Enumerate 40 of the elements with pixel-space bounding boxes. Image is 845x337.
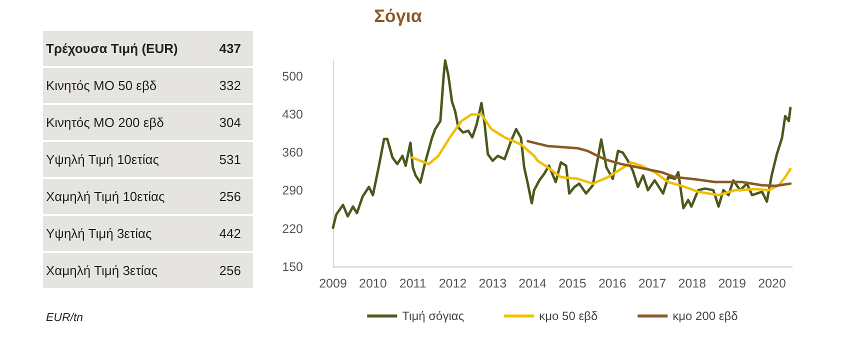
legend-label: Τιμή σόγιας [402, 309, 464, 323]
x-tick-label: 2010 [359, 276, 387, 290]
category-label: Κινητός ΜΟ 50 εβδ [46, 78, 157, 93]
x-tick-label: 2020 [758, 276, 786, 290]
category-label: Τρέχουσα Τιμή (EUR) [46, 41, 178, 56]
y-tick-label: 150 [282, 260, 304, 274]
x-tick-label: 2016 [598, 276, 626, 290]
x-tick-label: 2018 [678, 276, 706, 290]
y-tick-label: 360 [282, 146, 304, 160]
x-tick-label: 2015 [558, 276, 586, 290]
y-tick-label: 430 [282, 107, 304, 122]
x-tick-label: 2011 [399, 276, 426, 290]
x-tick-label: 2014 [518, 276, 547, 290]
line-series [526, 140, 792, 188]
text: EUR/tn [46, 312, 84, 324]
legend-label: κμο 200 εβδ [672, 309, 738, 323]
line-series [332, 59, 792, 230]
data-label: 332 [219, 78, 241, 93]
category-label: Κινητός ΜΟ 200 εβδ [46, 115, 164, 130]
chart-title: Σόγια [374, 6, 422, 26]
y-tick-label: 500 [282, 69, 304, 84]
y-tick-label: 220 [282, 222, 304, 236]
category-label: Χαμηλή Τιμή 10ετίας [46, 189, 165, 204]
category-label: Χαμηλή Τιμή 3ετίας [46, 263, 158, 278]
x-tick-label: 2017 [638, 276, 666, 290]
data-label: 256 [219, 263, 241, 278]
data-label: 304 [219, 115, 241, 130]
line-series [410, 113, 792, 196]
data-label: 442 [219, 226, 241, 241]
x-tick-label: 2019 [718, 276, 746, 290]
legend-label: κμο 50 εβδ [539, 309, 598, 323]
data-label: 437 [219, 41, 241, 56]
x-tick-label: 2012 [438, 276, 467, 290]
x-tick-label: 2013 [478, 276, 507, 290]
x-tick-label: 2009 [319, 276, 347, 290]
category-label: Υψηλή Τιμή 3ετίας [46, 226, 152, 241]
data-label: 531 [219, 152, 241, 167]
data-label: 256 [219, 189, 241, 204]
category-label: Υψηλή Τιμή 10ετίας [46, 152, 160, 167]
y-tick-label: 290 [282, 184, 304, 198]
